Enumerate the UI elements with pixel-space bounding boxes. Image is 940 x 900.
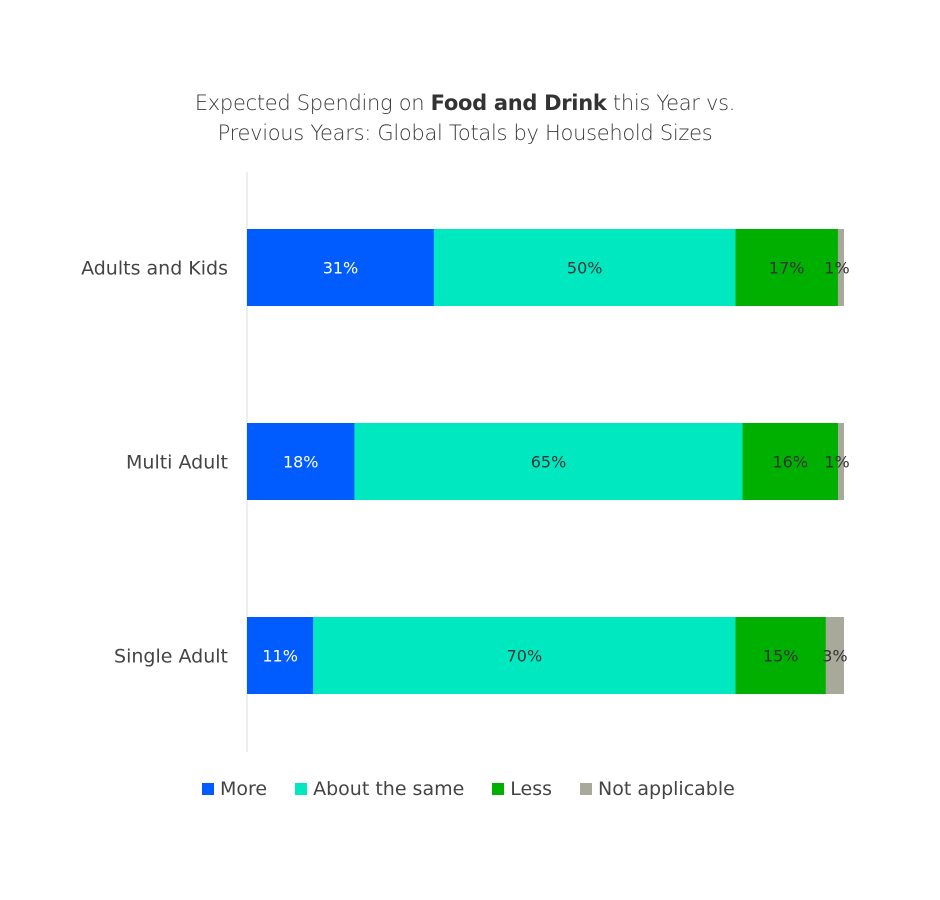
data-label: 16% — [772, 453, 808, 472]
legend-label: Not applicable — [598, 778, 735, 800]
legend-swatch — [295, 783, 308, 795]
legend-swatch — [580, 783, 593, 795]
bar-segment — [247, 617, 314, 694]
data-label: 70% — [507, 647, 543, 666]
category-label: Multi Adult — [126, 452, 228, 474]
legend: More About the same Less Not applicable — [202, 778, 735, 800]
category-label: Adults and Kids — [81, 258, 228, 280]
bar-segment — [247, 423, 355, 500]
bar-segment — [247, 229, 434, 306]
legend-item: More — [202, 778, 267, 800]
title-suffix: this Year vs. — [606, 91, 736, 115]
title-bold: Food and Drink — [430, 91, 607, 115]
legend-item: About the same — [295, 778, 464, 800]
bar-segment — [838, 423, 844, 500]
legend-swatch — [492, 783, 505, 795]
legend-item: Less — [492, 778, 552, 800]
data-label: 50% — [567, 259, 603, 278]
bar-segment — [825, 617, 844, 694]
chart-title: Expected Spending on Food and Drink this… — [0, 88, 930, 148]
title-prefix: Expected Spending on — [194, 91, 431, 115]
data-label: 3% — [822, 647, 847, 666]
data-label: 15% — [763, 647, 799, 666]
bar-segment — [313, 617, 736, 694]
data-label: 18% — [283, 453, 319, 472]
data-label: 1% — [824, 259, 849, 278]
data-label: 1% — [824, 453, 849, 472]
bar-segment — [354, 423, 743, 500]
bar-segment — [735, 229, 838, 306]
legend-swatch — [202, 783, 214, 795]
legend-label: More — [220, 778, 268, 800]
category-label: Single Adult — [114, 646, 228, 668]
legend-item: Not applicable — [580, 778, 735, 800]
data-label: 11% — [262, 647, 298, 666]
title-line2: Previous Years: Global Totals by Househo… — [217, 121, 713, 145]
data-label: 31% — [323, 259, 359, 278]
data-label: 17% — [769, 259, 805, 278]
legend-label: About the same — [313, 778, 465, 800]
bar-segment — [433, 229, 736, 306]
bar-segment — [735, 617, 826, 694]
legend-label: Less — [510, 778, 553, 800]
data-label: 65% — [531, 453, 567, 472]
bar-segment — [837, 229, 844, 306]
bar-segment — [742, 423, 839, 500]
